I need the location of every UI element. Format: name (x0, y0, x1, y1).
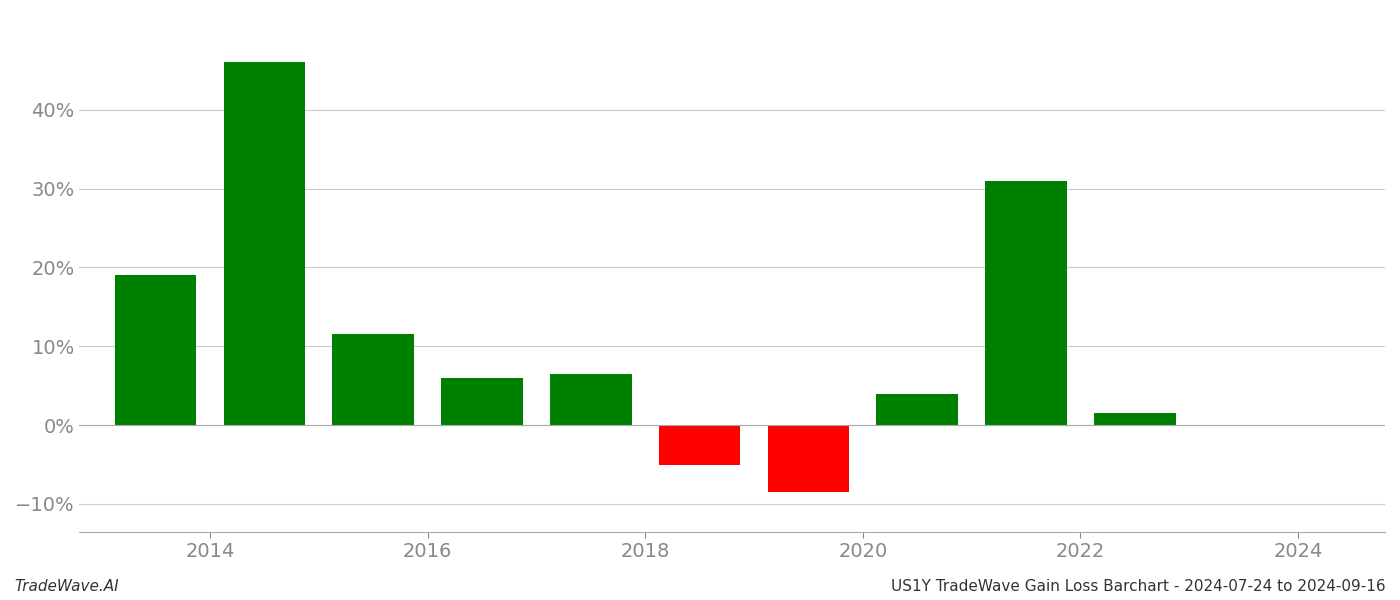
Bar (224, 62, 305, 425)
Bar (986, 181, 1067, 425)
Text: US1Y TradeWave Gain Loss Barchart - 2024-07-24 to 2024-09-16: US1Y TradeWave Gain Loss Barchart - 2024… (892, 579, 1386, 594)
Bar (115, 275, 196, 425)
Text: TradeWave.AI: TradeWave.AI (14, 579, 119, 594)
Bar (1093, 413, 1176, 425)
Bar (659, 425, 741, 464)
Bar (767, 425, 850, 492)
Bar (332, 334, 414, 425)
Bar (441, 378, 522, 425)
Bar (550, 374, 631, 425)
Bar (876, 394, 958, 425)
